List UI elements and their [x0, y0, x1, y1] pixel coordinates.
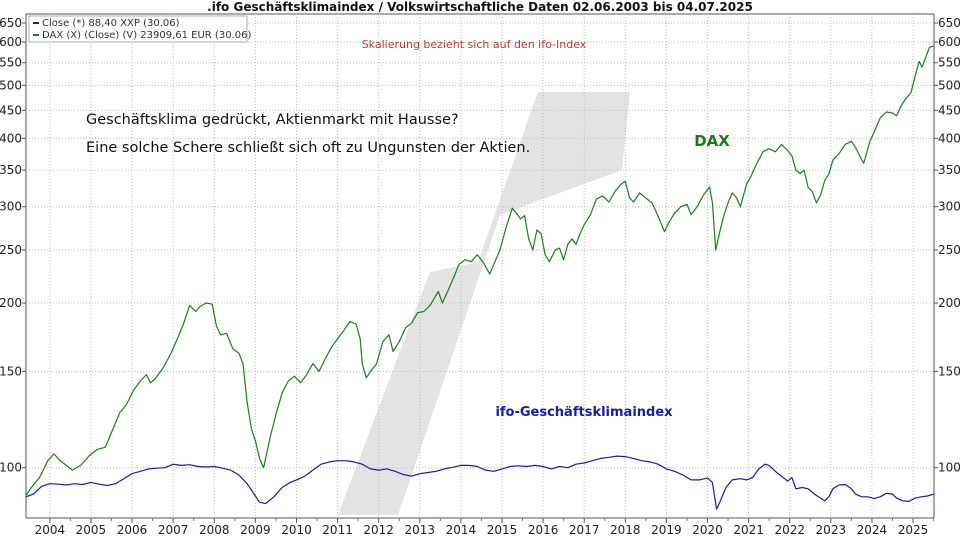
x-tick-label: 2008: [199, 523, 230, 537]
watermark-icon: [338, 92, 630, 515]
y-tick-label-right: 100: [938, 461, 960, 475]
x-tick-label: 2017: [569, 523, 600, 537]
y-tick-label-left: 100: [0, 461, 22, 475]
y-tick-label-left: 150: [0, 364, 22, 378]
x-tick-label: 2013: [405, 523, 436, 537]
legend: Close (*) 88,40 XXP (30.06) DAX (X) (Clo…: [28, 15, 251, 43]
y-tick-label-right: 400: [938, 131, 960, 145]
y-tick-label-left: 200: [0, 296, 22, 310]
legend-background: [28, 15, 248, 43]
y-tick-label-right: 450: [938, 103, 960, 117]
series-label-dax: DAX: [694, 132, 730, 150]
x-tick-label: 2024: [857, 523, 888, 537]
x-tick-label: 2018: [610, 523, 641, 537]
series-layer: [25, 45, 935, 510]
y-tick-label-right: 350: [938, 163, 960, 177]
x-tick-label: 2007: [158, 523, 189, 537]
series-line-ifo: [25, 455, 935, 510]
x-tick-label: 2019: [651, 523, 682, 537]
grid: [26, 14, 934, 518]
x-tick-label: 2020: [692, 523, 723, 537]
y-tick-label-right: 300: [938, 200, 960, 214]
x-tick-label: 2004: [35, 523, 66, 537]
axis-layer: 100 100 150 150 200 200 250 250 300 300 350 350 400 4…: [0, 16, 960, 537]
y-tick-label-right: 150: [938, 364, 960, 378]
x-tick-label: 2005: [76, 523, 107, 537]
y-tick-label-right: 650: [938, 16, 960, 30]
y-tick-label-left: 400: [0, 131, 22, 145]
y-tick-label-left: 650: [0, 16, 22, 30]
legend-entry-ifo: Close (*) 88,40 XXP (30.06): [42, 18, 180, 29]
y-tick-label-right: 500: [938, 78, 960, 92]
chart-title: .ifo Geschäftsklimaindex / Volkswirtscha…: [207, 0, 753, 14]
x-tick-label: 2022: [774, 523, 805, 537]
y-tick-label-left: 600: [0, 35, 22, 49]
x-tick-label: 2012: [363, 523, 394, 537]
x-tick-label: 2010: [281, 523, 312, 537]
x-tick-label: 2025: [898, 523, 929, 537]
y-tick-label-left: 300: [0, 200, 22, 214]
x-tick-label: 2023: [816, 523, 847, 537]
x-tick-label: 2006: [117, 523, 148, 537]
x-tick-label: 2021: [733, 523, 764, 537]
y-tick-label-left: 450: [0, 103, 22, 117]
x-tick-label: 2016: [528, 523, 559, 537]
y-tick-label-left: 250: [0, 243, 22, 257]
series-line-dax: [25, 45, 935, 496]
y-tick-label-right: 200: [938, 296, 960, 310]
x-tick-label: 2014: [446, 523, 477, 537]
y-tick-label-left: 350: [0, 163, 22, 177]
y-tick-label-right: 600: [938, 35, 960, 49]
x-tick-label: 2009: [240, 523, 271, 537]
y-tick-label-right: 550: [938, 56, 960, 70]
y-tick-label-left: 550: [0, 56, 22, 70]
y-tick-label-right: 250: [938, 243, 960, 257]
series-label-ifo: ifo-Geschäftsklimaindex: [495, 405, 673, 420]
legend-entry-dax: DAX (X) (Close) (V) 23909,61 EUR (30.06): [42, 30, 251, 41]
headline-line-2: Eine solche Schere schließt sich oft zu …: [86, 140, 530, 156]
y-tick-label-left: 500: [0, 78, 22, 92]
x-tick-label: 2015: [487, 523, 518, 537]
x-tick-label: 2011: [322, 523, 353, 537]
headline-line-1: Geschäftsklima gedrückt, Aktienmarkt mit…: [86, 112, 459, 128]
scaling-note: Skalierung bezieht sich auf den ifo-Inde…: [362, 38, 587, 51]
